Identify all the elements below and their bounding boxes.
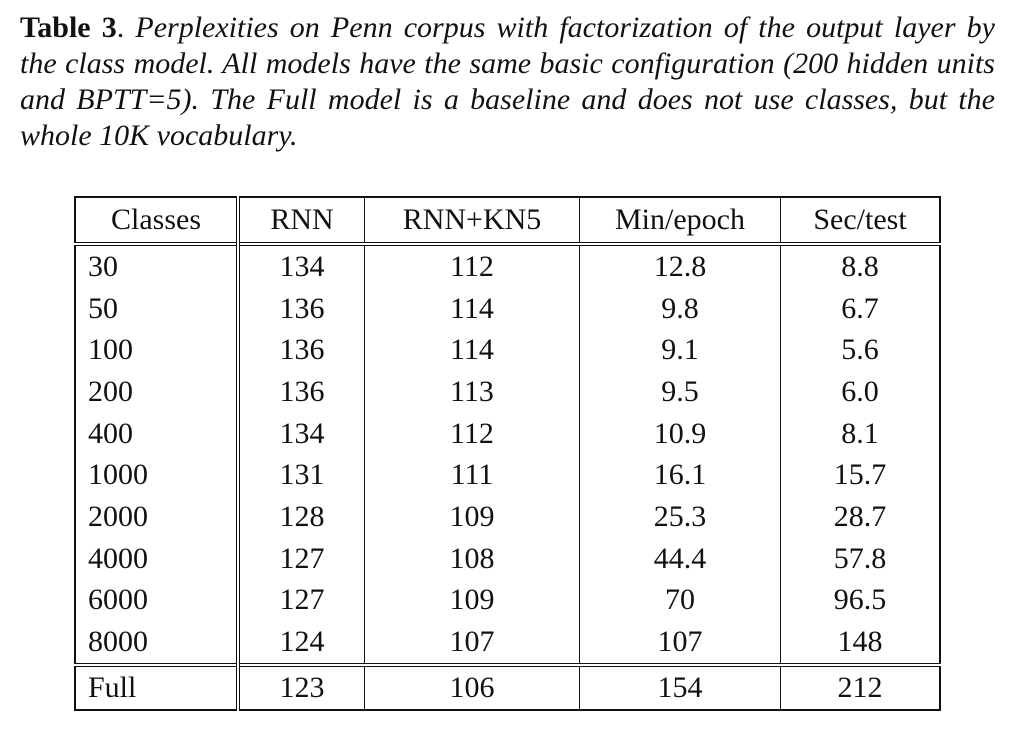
cell-rnn: 127 <box>237 537 365 580</box>
cell-rnn-kn5: 112 <box>364 244 580 288</box>
cell-classes: 50 <box>75 287 240 330</box>
header-min-epoch: Min/epoch <box>579 197 781 244</box>
cell-classes: 100 <box>75 329 240 372</box>
table-row: 30 134 112 12.8 8.8 <box>75 244 940 288</box>
cell-classes: 4000 <box>75 537 240 580</box>
cell-classes: 400 <box>75 412 240 455</box>
cell-sec-test: 6.0 <box>780 371 940 413</box>
cell-rnn-kn5: 106 <box>364 662 580 710</box>
cell-min-epoch: 25.3 <box>579 496 781 538</box>
caption-label-dot: . <box>116 11 125 44</box>
cell-min-epoch: 12.8 <box>579 244 781 288</box>
perplexity-table: Classes RNN RNN+KN5 Min/epoch Sec/test 3… <box>74 196 941 711</box>
caption-text: Perplexities on Penn corpus with factori… <box>20 11 995 152</box>
cell-sec-test: 5.6 <box>780 329 940 372</box>
cell-sec-test: 15.7 <box>780 454 940 497</box>
table-row: 50 136 114 9.8 6.7 <box>75 287 940 330</box>
cell-sec-test: 8.8 <box>780 244 940 288</box>
cell-rnn-kn5: 111 <box>364 454 580 497</box>
cell-min-epoch: 10.9 <box>579 412 781 455</box>
header-rnn: RNN <box>237 197 365 244</box>
table-row: 1000 131 111 16.1 15.7 <box>75 454 940 497</box>
cell-sec-test: 28.7 <box>780 496 940 538</box>
cell-classes: 8000 <box>75 621 240 665</box>
table-row: 400 134 112 10.9 8.1 <box>75 412 940 455</box>
cell-rnn-kn5: 113 <box>364 371 580 413</box>
cell-rnn: 128 <box>237 496 365 538</box>
cell-min-epoch: 9.1 <box>579 329 781 372</box>
cell-sec-test: 8.1 <box>780 412 940 455</box>
cell-min-epoch: 16.1 <box>579 454 781 497</box>
cell-min-epoch: 9.5 <box>579 371 781 413</box>
cell-min-epoch: 70 <box>579 579 781 622</box>
cell-rnn-kn5: 114 <box>364 287 580 330</box>
caption-label: Table 3 <box>20 11 117 44</box>
cell-rnn-kn5: 114 <box>364 329 580 372</box>
table-row: 6000 127 109 70 96.5 <box>75 579 940 622</box>
cell-sec-test: 57.8 <box>780 537 940 580</box>
cell-min-epoch: 154 <box>579 662 781 710</box>
table-row-full-baseline: Full 123 106 154 212 <box>75 662 940 710</box>
cell-rnn-kn5: 108 <box>364 537 580 580</box>
cell-rnn: 123 <box>237 662 365 710</box>
cell-rnn: 131 <box>237 454 365 497</box>
cell-min-epoch: 44.4 <box>579 537 781 580</box>
cell-classes: 200 <box>75 371 240 413</box>
cell-classes: 1000 <box>75 454 240 497</box>
cell-sec-test: 212 <box>780 662 940 710</box>
table-row: 8000 124 107 107 148 <box>75 621 940 665</box>
cell-classes: 30 <box>75 244 240 288</box>
header-classes: Classes <box>75 197 240 244</box>
cell-rnn: 136 <box>237 371 365 413</box>
table-row: 4000 127 108 44.4 57.8 <box>75 537 940 580</box>
cell-classes: 6000 <box>75 579 240 622</box>
cell-sec-test: 6.7 <box>780 287 940 330</box>
cell-rnn: 127 <box>237 579 365 622</box>
cell-rnn-kn5: 109 <box>364 496 580 538</box>
cell-rnn: 134 <box>237 244 365 288</box>
cell-sec-test: 96.5 <box>780 579 940 622</box>
cell-classes: 2000 <box>75 496 240 538</box>
header-sec-test: Sec/test <box>780 197 940 244</box>
table-header-row: Classes RNN RNN+KN5 Min/epoch Sec/test <box>75 197 940 244</box>
cell-rnn: 136 <box>237 287 365 330</box>
table-row: 100 136 114 9.1 5.6 <box>75 329 940 372</box>
cell-rnn: 134 <box>237 412 365 455</box>
cell-min-epoch: 107 <box>579 621 781 665</box>
header-rnn-kn5: RNN+KN5 <box>364 197 580 244</box>
table-row: 200 136 113 9.5 6.0 <box>75 371 940 413</box>
table-row: 2000 128 109 25.3 28.7 <box>75 496 940 538</box>
cell-rnn-kn5: 107 <box>364 621 580 665</box>
cell-classes: Full <box>75 662 240 710</box>
cell-rnn-kn5: 112 <box>364 412 580 455</box>
cell-rnn: 136 <box>237 329 365 372</box>
table-caption: Table 3. Perplexities on Penn corpus wit… <box>20 10 995 154</box>
cell-rnn-kn5: 109 <box>364 579 580 622</box>
cell-rnn: 124 <box>237 621 365 665</box>
cell-sec-test: 148 <box>780 621 940 665</box>
cell-min-epoch: 9.8 <box>579 287 781 330</box>
